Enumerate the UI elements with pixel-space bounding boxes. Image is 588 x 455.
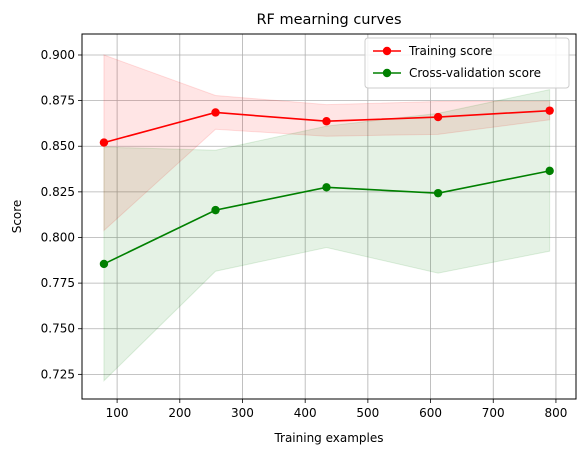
x-tick-label: 300 <box>231 406 254 420</box>
point-cross-validation <box>545 167 553 175</box>
x-tick-label: 400 <box>294 406 317 420</box>
confidence-bands <box>104 55 550 381</box>
y-tick-label: 0.800 <box>41 230 75 244</box>
point-training <box>100 138 108 146</box>
x-tick-label: 600 <box>419 406 442 420</box>
legend-label: Training score <box>408 44 492 58</box>
x-tick-label: 200 <box>168 406 191 420</box>
legend: Training score Cross-validation score <box>365 38 569 88</box>
chart-title: RF mearning curves <box>256 12 401 28</box>
x-tick-label: 100 <box>106 406 129 420</box>
x-axis-label: Training examples <box>273 431 383 445</box>
legend-marker <box>383 47 391 55</box>
point-cross-validation <box>322 183 330 191</box>
x-tick-label: 700 <box>482 406 505 420</box>
point-cross-validation <box>100 260 108 268</box>
y-tick-label: 0.850 <box>41 139 75 153</box>
y-tick-label: 0.900 <box>41 48 75 62</box>
point-training <box>545 106 553 114</box>
y-tick-label: 0.750 <box>41 322 75 336</box>
point-training <box>211 108 219 116</box>
point-training <box>434 113 442 121</box>
y-axis-ticks: 0.725 0.750 0.775 0.800 0.825 0.850 0.875 0.900 <box>41 48 82 381</box>
y-tick-label: 0.775 <box>41 276 75 290</box>
y-tick-label: 0.825 <box>41 185 75 199</box>
point-cross-validation <box>211 206 219 214</box>
y-tick-label: 0.725 <box>41 367 75 381</box>
legend-label: Cross-validation score <box>409 66 541 80</box>
y-tick-label: 0.875 <box>41 94 75 108</box>
x-tick-label: 500 <box>356 406 379 420</box>
x-axis-ticks: 100 200 300 400 500 600 700 800 <box>106 399 568 420</box>
y-axis-label: Score <box>10 200 24 234</box>
legend-marker <box>383 69 391 77</box>
point-cross-validation <box>434 189 442 197</box>
point-training <box>322 117 330 125</box>
x-tick-label: 800 <box>544 406 567 420</box>
